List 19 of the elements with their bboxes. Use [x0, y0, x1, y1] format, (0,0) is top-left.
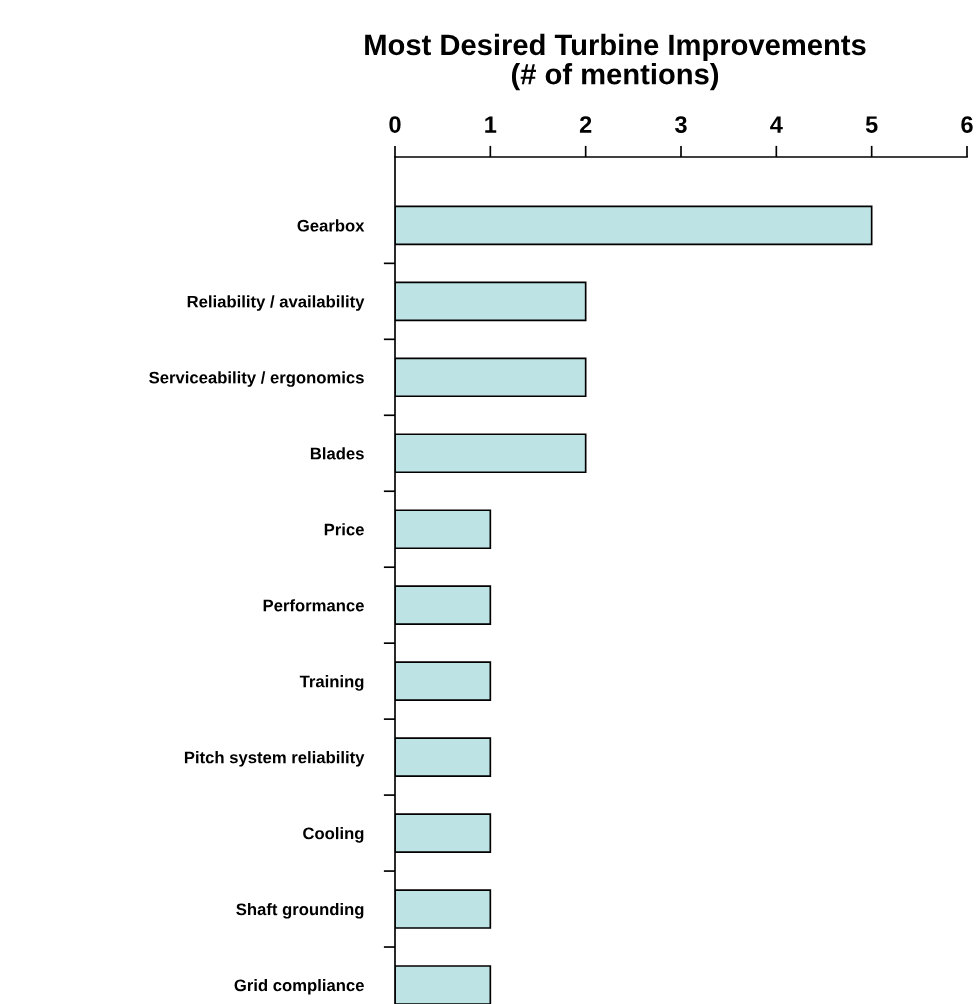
- x-tick-label: 6: [961, 116, 973, 133]
- chart-title: Most Desired Turbine Improvements (# of mentions): [365, 33, 866, 91]
- y-tick-label: Cooling: [303, 827, 364, 843]
- x-tick-label: 4: [770, 116, 783, 133]
- y-tick-label: Shaft grounding: [236, 903, 364, 919]
- y-tick-label: Price: [324, 523, 364, 536]
- y-tick-label: Performance: [263, 599, 364, 612]
- y-tick-label: Training: [299, 675, 364, 691]
- y-tick-label: Serviceability / ergonomics: [149, 371, 364, 387]
- x-tick-label: 1: [485, 116, 497, 133]
- x-tick-label: 0: [389, 116, 401, 133]
- y-tick-label: Gearbox: [297, 219, 365, 232]
- y-tick-label: Pitch system reliability: [184, 751, 365, 767]
- x-tick-label: 3: [674, 116, 687, 133]
- y-tick-label: Grid compliance: [234, 978, 364, 995]
- x-tick-label: 2: [579, 116, 592, 133]
- y-tick-label: Blades: [310, 447, 364, 460]
- y-tick-label: Reliability / availability: [187, 295, 365, 311]
- x-tick-label: 5: [865, 116, 878, 133]
